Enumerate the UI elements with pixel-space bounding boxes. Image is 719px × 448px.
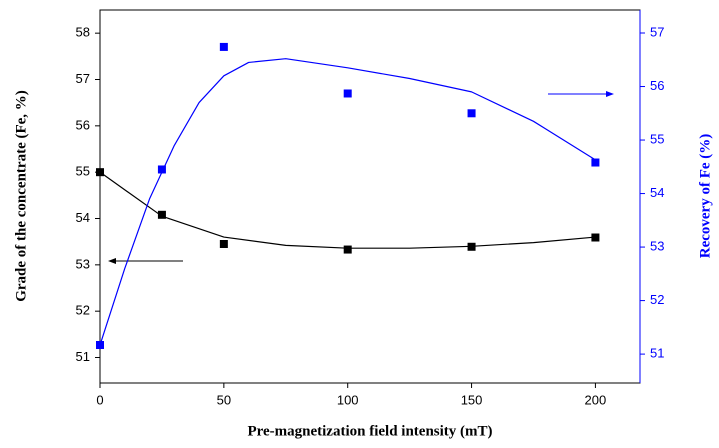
x-tick-label: 50 <box>217 392 231 407</box>
data-point <box>219 42 228 51</box>
data-point <box>467 109 476 118</box>
y-tick-label: 54 <box>76 210 90 225</box>
x-tick-label: 0 <box>96 392 103 407</box>
x-tick-label: 150 <box>461 392 483 407</box>
y2-tick-label: 54 <box>650 185 664 200</box>
x-tick-label: 200 <box>585 392 607 407</box>
data-point <box>591 233 600 242</box>
data-point <box>96 168 104 177</box>
y2-tick-label: 56 <box>650 78 664 93</box>
y-tick-label: 58 <box>76 25 90 40</box>
data-point <box>157 210 166 219</box>
y2-tick-label: 53 <box>650 239 664 254</box>
plot-frame <box>99 9 641 384</box>
x-axis-label: Pre-magnetization field intensity (mT) <box>247 423 492 439</box>
fit-curve <box>99 171 596 249</box>
data-point <box>591 158 600 167</box>
y2-tick-label: 57 <box>650 24 664 39</box>
y-tick-label: 55 <box>76 164 90 179</box>
y-tick-label: 53 <box>76 256 90 271</box>
left-arrow <box>108 258 183 264</box>
x-tick-label: 100 <box>337 392 359 407</box>
y2-axis-label: Recovery of Fe (%) <box>697 134 713 259</box>
fit-curve <box>99 58 596 346</box>
data-point <box>96 341 104 350</box>
right-arrow <box>548 91 614 97</box>
y-tick-label: 52 <box>76 303 90 318</box>
y2-tick-label: 55 <box>650 131 664 146</box>
y2-tick-label: 52 <box>650 292 664 307</box>
data-point <box>343 89 352 98</box>
y-tick-label: 56 <box>76 117 90 132</box>
y-tick-label: 57 <box>76 71 90 86</box>
data-point <box>467 242 476 251</box>
data-point <box>219 239 228 248</box>
y2-tick-label: 51 <box>650 346 664 361</box>
data-point <box>157 165 166 174</box>
y-tick-label: 51 <box>76 349 90 364</box>
y-axis-label: Grade of the concentrate (Fe, %) <box>13 90 29 302</box>
data-point <box>343 245 352 254</box>
